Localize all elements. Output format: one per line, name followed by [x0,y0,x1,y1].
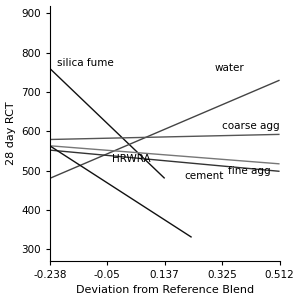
Text: cement: cement [184,171,223,181]
Text: coarse agg: coarse agg [222,121,280,131]
X-axis label: Deviation from Reference Blend: Deviation from Reference Blend [76,285,254,296]
Y-axis label: 28 day RCT: 28 day RCT [6,101,16,165]
Text: water: water [214,63,244,73]
Text: fine agg: fine agg [228,166,271,176]
Text: silica fume: silica fume [57,57,114,68]
Text: HRWRA: HRWRA [112,154,151,164]
